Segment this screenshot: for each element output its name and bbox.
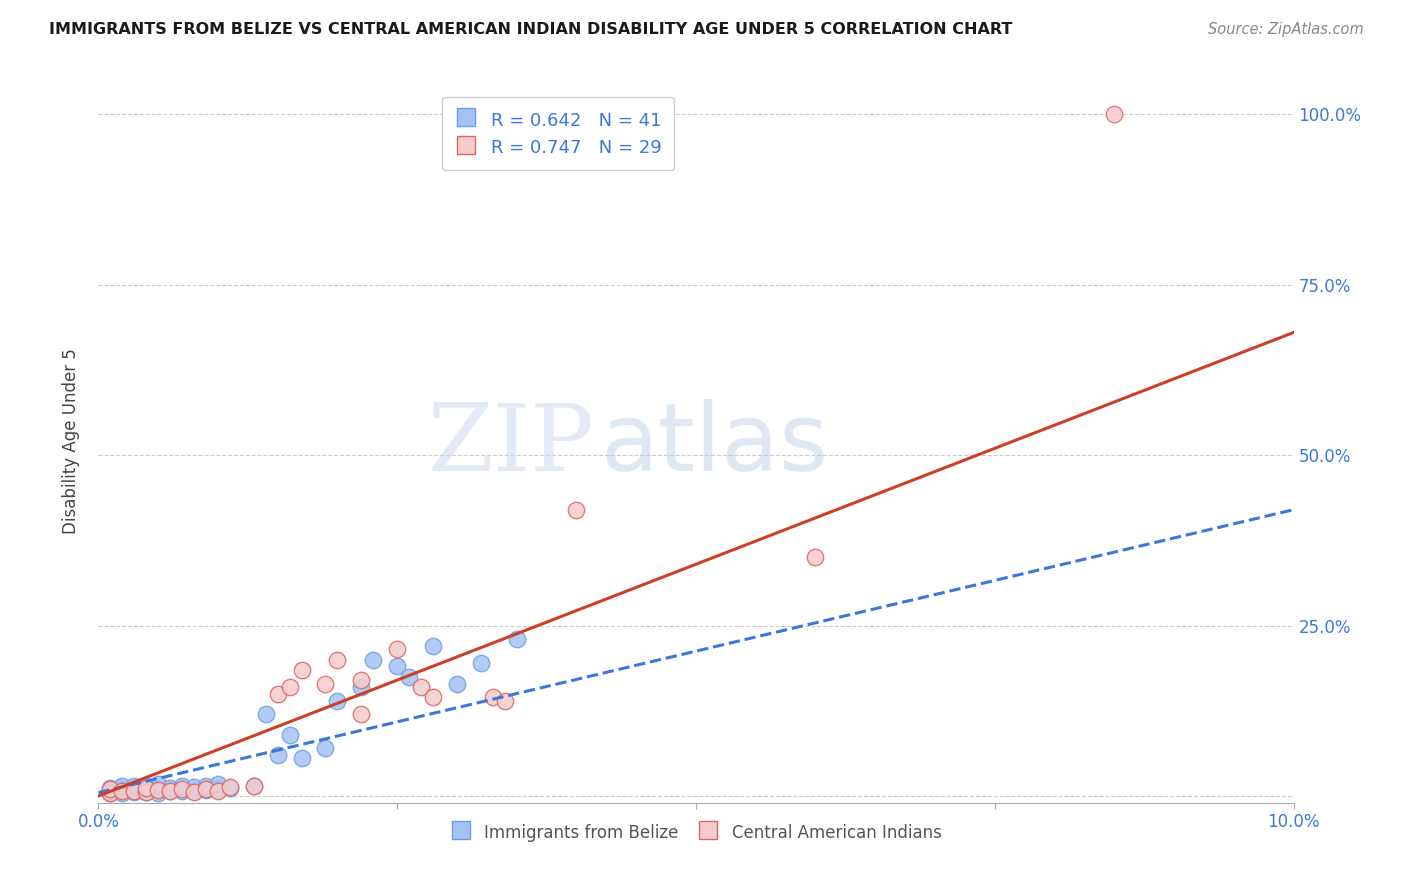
Text: IMMIGRANTS FROM BELIZE VS CENTRAL AMERICAN INDIAN DISABILITY AGE UNDER 5 CORRELA: IMMIGRANTS FROM BELIZE VS CENTRAL AMERIC… xyxy=(49,22,1012,37)
Text: ZIP: ZIP xyxy=(427,401,595,490)
Point xyxy=(148,782,170,797)
Point xyxy=(385,659,409,673)
Point xyxy=(350,707,373,722)
Point xyxy=(482,690,505,705)
Point xyxy=(243,779,266,793)
Point xyxy=(148,777,170,791)
Point xyxy=(135,782,157,797)
Point xyxy=(291,663,314,677)
Point xyxy=(243,779,266,793)
Point xyxy=(267,748,290,763)
Point xyxy=(1104,107,1126,121)
Point xyxy=(135,780,157,795)
Point xyxy=(159,783,181,797)
Point xyxy=(195,779,218,793)
Point xyxy=(195,782,218,797)
Point xyxy=(278,728,301,742)
Point xyxy=(172,784,194,798)
Point xyxy=(315,676,337,690)
Text: Source: ZipAtlas.com: Source: ZipAtlas.com xyxy=(1208,22,1364,37)
Point xyxy=(411,680,433,694)
Point xyxy=(494,693,516,707)
Point xyxy=(183,780,205,794)
Point xyxy=(98,782,122,797)
Point xyxy=(98,786,122,800)
Point xyxy=(124,785,146,799)
Text: atlas: atlas xyxy=(600,399,828,491)
Point xyxy=(446,676,468,690)
Point xyxy=(291,751,314,765)
Y-axis label: Disability Age Under 5: Disability Age Under 5 xyxy=(62,349,80,534)
Point xyxy=(124,780,146,794)
Point xyxy=(363,653,385,667)
Point xyxy=(172,780,194,794)
Point xyxy=(148,786,170,800)
Point xyxy=(98,780,122,795)
Legend: Immigrants from Belize, Central American Indians: Immigrants from Belize, Central American… xyxy=(444,816,948,848)
Point xyxy=(124,783,146,797)
Point xyxy=(111,779,134,793)
Point xyxy=(207,777,229,791)
Point xyxy=(254,707,277,722)
Point xyxy=(398,670,420,684)
Point xyxy=(172,782,194,797)
Point xyxy=(183,785,205,799)
Point xyxy=(470,656,492,670)
Point xyxy=(422,639,444,653)
Point xyxy=(804,550,827,565)
Point xyxy=(422,690,444,705)
Point xyxy=(195,782,218,797)
Point xyxy=(326,653,349,667)
Point xyxy=(159,784,181,798)
Point xyxy=(111,786,134,800)
Point xyxy=(326,693,349,707)
Point xyxy=(135,785,157,799)
Point xyxy=(207,782,229,797)
Point xyxy=(111,782,134,797)
Point xyxy=(124,782,146,797)
Point xyxy=(159,780,181,795)
Point xyxy=(385,642,409,657)
Point xyxy=(350,680,373,694)
Point xyxy=(183,783,205,797)
Point xyxy=(98,786,122,800)
Point xyxy=(506,632,529,647)
Point xyxy=(135,785,157,799)
Point xyxy=(350,673,373,687)
Point xyxy=(98,783,122,797)
Point xyxy=(135,779,157,793)
Point xyxy=(219,780,242,794)
Point xyxy=(111,784,134,798)
Point xyxy=(278,680,301,694)
Point xyxy=(148,782,170,797)
Point xyxy=(315,741,337,756)
Point xyxy=(267,687,290,701)
Point xyxy=(565,502,588,516)
Point xyxy=(219,780,242,795)
Point xyxy=(207,783,229,797)
